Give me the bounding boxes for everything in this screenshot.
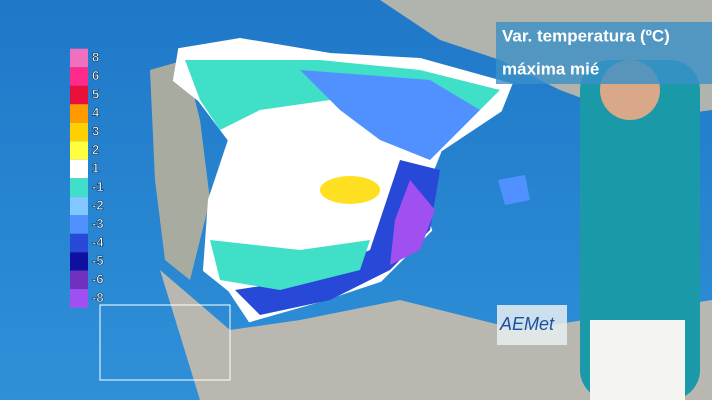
warm-zone: [320, 176, 380, 204]
legend-swatch: [70, 178, 88, 197]
legend-label: -5: [92, 253, 104, 268]
legend-swatch: [70, 122, 88, 142]
legend-swatch: [70, 289, 88, 308]
cold-zone-southeast: [235, 160, 440, 315]
legend-label: 1: [92, 160, 99, 175]
presenter: [580, 60, 700, 400]
legend-label: 2: [92, 142, 99, 157]
title: Var. temperatura (ºC): [502, 26, 670, 45]
legend-swatch: [70, 270, 88, 290]
legend-swatch: [70, 141, 88, 160]
legend-swatch: [70, 196, 88, 216]
legend-swatch: [70, 104, 88, 123]
legend-label: 4: [92, 105, 100, 120]
title-box: [496, 22, 712, 84]
presenter-trousers: [590, 320, 685, 400]
cold-zone-northeast: [300, 70, 480, 160]
africa-land: [160, 270, 712, 400]
coldest-zone: [390, 180, 435, 265]
legend-label: -2: [92, 197, 104, 212]
logo: AEMet: [499, 314, 555, 334]
legend-label: 6: [92, 68, 99, 83]
legend-swatch: [70, 85, 88, 105]
subtitle: máxima mié: [502, 59, 599, 78]
legend-label: 5: [92, 86, 99, 101]
legend-label: -6: [92, 271, 104, 286]
legend-label: -1: [92, 179, 104, 194]
legend-swatch: [70, 252, 88, 271]
canarias-frame: [99, 304, 231, 381]
legend-label: 8: [92, 49, 99, 64]
portugal-land: [150, 60, 210, 280]
legend-swatch: [70, 215, 88, 234]
legend-swatch: [70, 67, 88, 86]
cold-zone-south: [210, 240, 370, 290]
legend-swatch: [70, 159, 88, 179]
logo-box: [497, 305, 567, 345]
legend-label: -3: [92, 216, 104, 231]
legend-swatch: [70, 48, 88, 68]
baleares: [498, 175, 530, 205]
legend: 8 6 5 4 3 2 1 -1 -2 -3 -4 -5 -6 -8: [70, 48, 105, 308]
legend-label: 3: [92, 123, 99, 138]
legend-swatch: [70, 233, 88, 253]
legend-label: -4: [92, 234, 104, 249]
legend-label: -8: [92, 290, 104, 305]
